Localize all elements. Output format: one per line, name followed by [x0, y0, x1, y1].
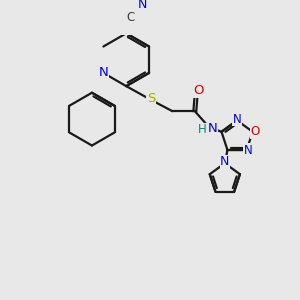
- Text: N: N: [98, 66, 108, 80]
- Text: N: N: [233, 112, 242, 126]
- Text: N: N: [220, 155, 230, 168]
- Text: S: S: [147, 92, 155, 105]
- Text: N: N: [244, 144, 252, 157]
- Text: N: N: [138, 0, 147, 11]
- Text: O: O: [193, 84, 203, 98]
- Text: C: C: [127, 11, 135, 24]
- Text: O: O: [250, 125, 260, 138]
- Text: H: H: [198, 123, 207, 136]
- Text: N: N: [208, 122, 218, 135]
